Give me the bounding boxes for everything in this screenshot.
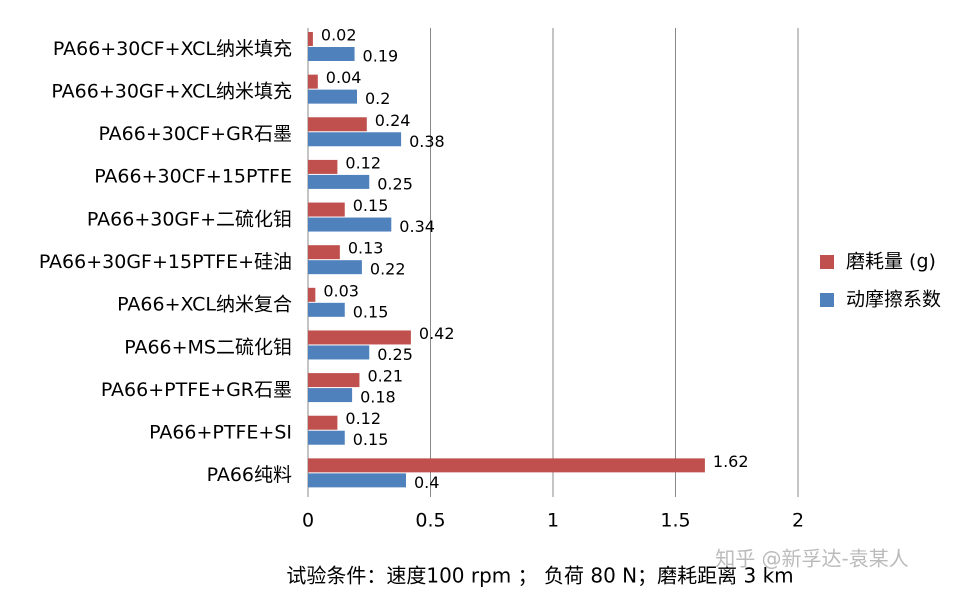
value-label: 0.19	[363, 47, 399, 66]
y-tick-label: PA66+MS二硫化钼	[124, 336, 292, 358]
value-label: 0.34	[399, 217, 435, 236]
watermark: 知乎 @新孚达-袁某人	[715, 547, 909, 571]
bar	[308, 345, 370, 360]
value-label: 0.04	[326, 68, 362, 87]
value-label: 0.13	[348, 239, 384, 258]
y-tick-label: PA66+30GF+XCL纳米填充	[51, 80, 292, 102]
y-tick-label: PA66+30CF+15PTFE	[94, 166, 292, 188]
bar	[308, 330, 411, 345]
bar	[308, 74, 318, 89]
value-label: 0.15	[353, 430, 389, 449]
bar	[308, 245, 340, 260]
value-label: 0.15	[353, 196, 389, 215]
y-tick-label: PA66+30CF+XCL纳米填充	[53, 38, 292, 60]
x-tick-label: 0	[302, 510, 314, 532]
bar	[308, 217, 392, 232]
bar	[308, 260, 362, 275]
bar	[308, 132, 402, 147]
value-label: 0.12	[345, 409, 381, 428]
bar	[308, 473, 406, 488]
value-label: 1.62	[713, 452, 749, 471]
bar	[308, 47, 355, 61]
legend-swatch	[820, 255, 834, 269]
value-label: 0.42	[419, 324, 455, 343]
bar	[308, 302, 345, 317]
value-label: 0.02	[321, 26, 357, 45]
y-tick-label: PA66+30GF+15PTFE+硅油	[39, 251, 292, 273]
bar	[308, 32, 313, 46]
bar	[308, 89, 357, 104]
legend-label: 磨耗量 (g)	[846, 251, 936, 273]
value-label: 0.22	[370, 260, 406, 279]
x-tick-label: 1.5	[660, 510, 690, 532]
bar	[308, 117, 367, 132]
y-tick-label: PA66+30GF+二硫化钼	[87, 208, 292, 230]
y-tick-label: PA66+PTFE+SI	[149, 422, 292, 444]
value-label: 0.21	[367, 367, 403, 386]
bar	[308, 458, 705, 473]
bar	[308, 159, 338, 174]
value-label: 0.38	[409, 132, 445, 151]
x-tick-label: 1	[547, 510, 559, 532]
bar	[308, 202, 345, 217]
value-label: 0.03	[323, 281, 359, 300]
bar	[308, 388, 353, 403]
x-tick-label: 2	[792, 510, 804, 532]
value-label: 0.18	[360, 388, 396, 407]
y-tick-label: PA66+PTFE+GR石墨	[101, 379, 292, 401]
bar	[308, 373, 360, 388]
x-tick-label: 0.5	[415, 510, 445, 532]
value-label: 0.24	[375, 111, 411, 130]
value-label: 0.25	[377, 345, 413, 364]
y-tick-label: PA66+30CF+GR石墨	[98, 123, 292, 145]
bar	[308, 415, 338, 430]
x-axis-title: 试验条件：速度100 rpm ； 负荷 80 N；磨耗距离 3 km	[286, 564, 793, 588]
y-tick-label: PA66纯料	[207, 464, 292, 486]
legend-swatch	[820, 293, 834, 307]
y-tick-label: PA66+XCL纳米复合	[117, 294, 292, 316]
bar	[308, 287, 316, 302]
value-label: 0.25	[377, 174, 413, 193]
value-label: 0.4	[414, 473, 439, 492]
value-label: 0.12	[345, 153, 381, 172]
bar	[308, 174, 370, 189]
value-label: 0.15	[353, 302, 389, 321]
value-label: 0.2	[365, 89, 390, 108]
legend-label: 动摩擦系数	[846, 289, 941, 311]
bar	[308, 430, 345, 445]
